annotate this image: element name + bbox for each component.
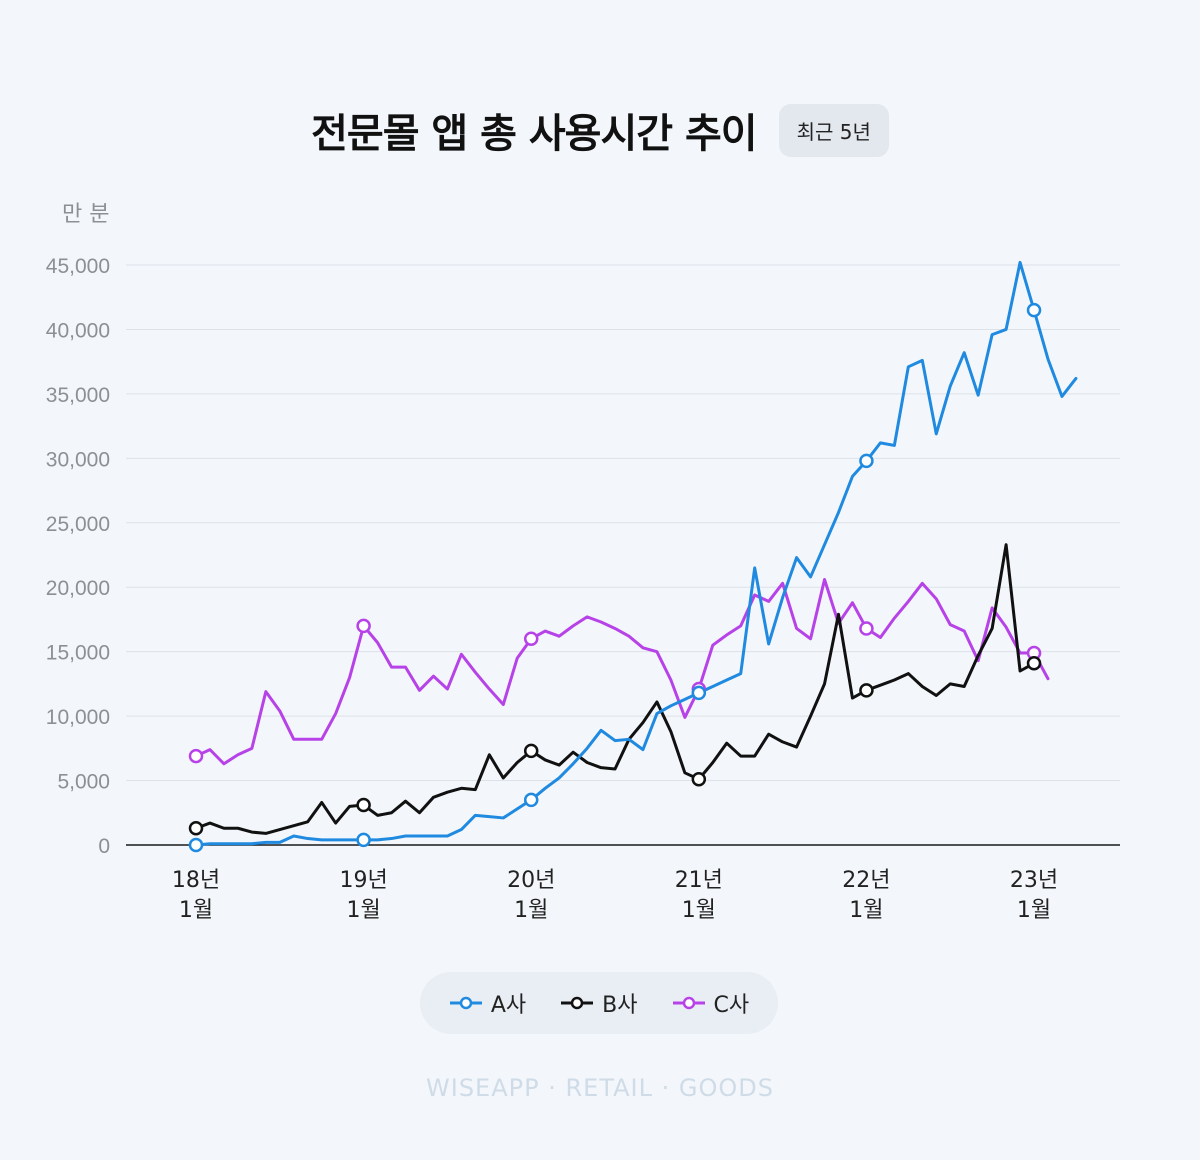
legend-marker: [570, 996, 584, 1010]
data-point-a: [859, 453, 874, 469]
legend-item-b: B사: [560, 987, 638, 1019]
line-chart: 0 5,000 10,000 15,000 20,000 25,000 30,000 35,0…: [46, 255, 1120, 923]
chart-title: 전문몰 앱 총 사용시간 추이: [311, 111, 758, 157]
data-point-c: [188, 748, 204, 764]
x-tick-label-month: 1월: [514, 898, 548, 923]
x-tick-label-month: 1월: [346, 898, 380, 923]
legend-label-b: B사: [602, 993, 638, 1018]
series-line-b: [194, 543, 1036, 835]
data-point-c: [859, 621, 874, 636]
y-tick-label: 0: [98, 835, 110, 858]
legend-swatch-c: [672, 996, 705, 1010]
y-tick-label: 5,000: [57, 771, 110, 794]
data-point-b: [1026, 656, 1042, 671]
data-point-b: [188, 820, 204, 836]
x-tick-label-year: 22년: [842, 868, 890, 893]
legend-item-c: C사: [672, 987, 750, 1019]
series-line-c: [194, 577, 1050, 766]
data-point-a: [1026, 302, 1042, 318]
legend-marker: [459, 996, 473, 1010]
legend-marker: [682, 996, 695, 1010]
y-tick-label: 15,000: [46, 642, 110, 665]
y-tick-label: 35,000: [46, 384, 110, 407]
legend-label-c: C사: [713, 993, 750, 1018]
y-tick-label: 10,000: [46, 706, 110, 729]
y-tick-label: 30,000: [46, 448, 110, 471]
legend: A사 B사 C사: [420, 972, 778, 1034]
period-badge: 최근 5년: [778, 103, 889, 157]
data-point-c: [356, 618, 371, 634]
data-point-b: [691, 772, 707, 787]
watermark-footer: WISEAPP · RETAIL · GOODS: [426, 1074, 774, 1102]
y-tick-label: 40,000: [46, 319, 110, 342]
x-tick-label-month: 1월: [179, 898, 213, 923]
data-point-b: [523, 743, 539, 759]
legend-swatch-a: [449, 996, 482, 1010]
series-line-a: [194, 260, 1078, 847]
x-tick-label-year: 20년: [507, 868, 555, 893]
legend-label-a: A사: [490, 993, 527, 1018]
data-point-a: [523, 792, 539, 808]
x-tick-label-year: 18년: [172, 868, 220, 893]
data-point-b: [356, 797, 371, 813]
data-point-a: [356, 832, 371, 848]
x-tick-label-year: 21년: [675, 868, 723, 893]
x-tick-label-year: 23년: [1010, 868, 1058, 893]
x-tick-label-month: 1월: [1017, 898, 1051, 923]
legend-item-a: A사: [449, 987, 526, 1019]
x-tick-label-month: 1월: [682, 898, 716, 923]
data-point-a: [188, 837, 204, 853]
y-tick-label: 25,000: [46, 513, 110, 536]
y-unit-label: 만 분: [62, 202, 110, 227]
y-tick-label: 45,000: [46, 255, 110, 278]
x-tick-label-month: 1월: [849, 898, 883, 923]
data-point-c: [523, 631, 539, 647]
data-point-a: [691, 685, 707, 701]
title-row: 전문몰 앱 총 사용시간 추이 최근 5년: [0, 100, 1200, 160]
legend-swatch-b: [561, 996, 594, 1010]
y-tick-label: 20,000: [46, 577, 110, 600]
x-tick-label-year: 19년: [339, 868, 387, 893]
data-point-b: [859, 683, 874, 698]
